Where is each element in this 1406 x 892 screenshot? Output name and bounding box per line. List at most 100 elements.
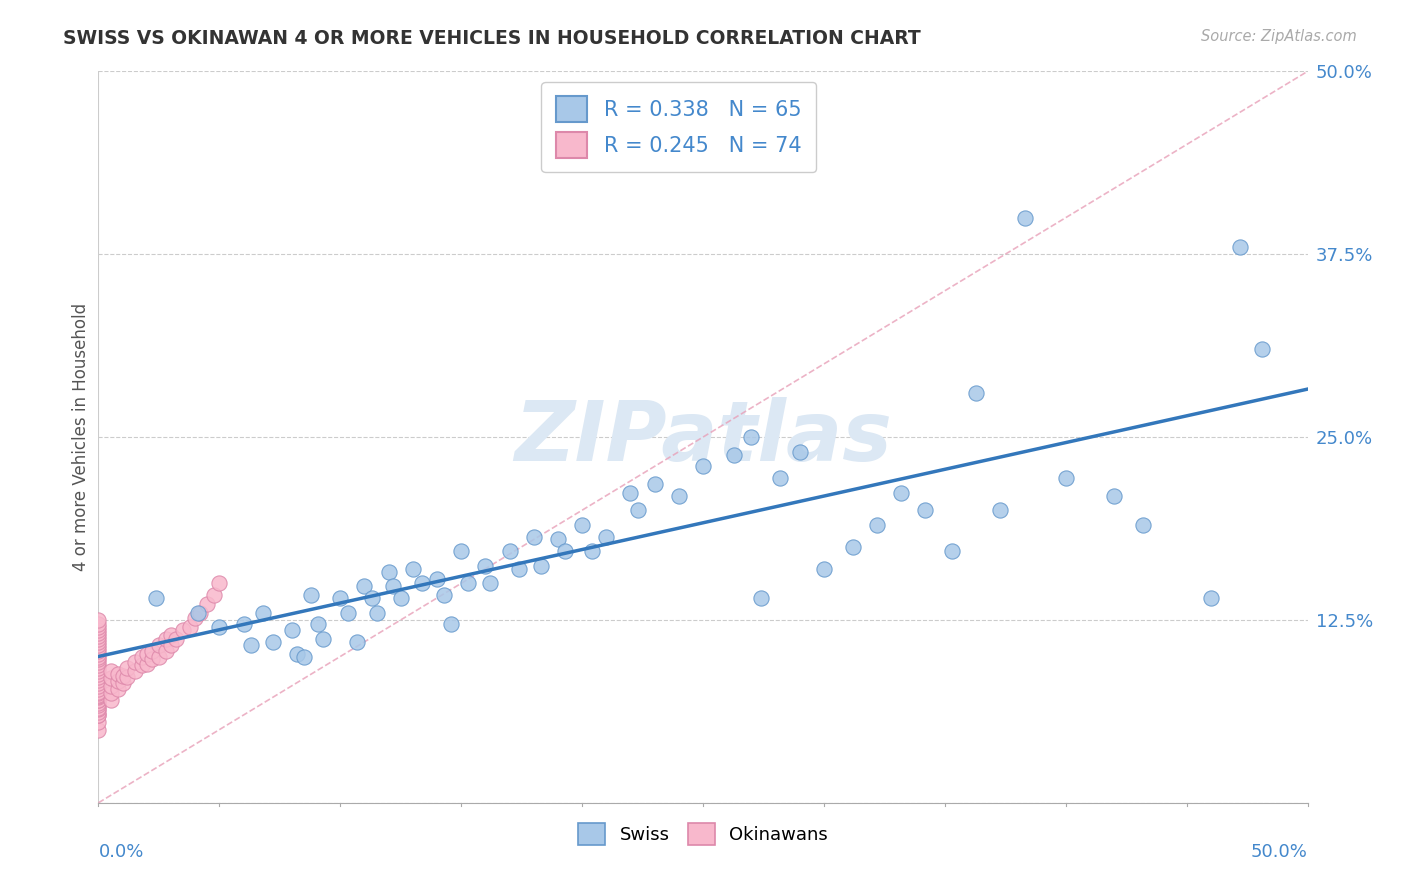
Point [87,643,110,657]
Point [299,588,322,602]
Point [87,708,110,723]
Point [165,632,187,646]
Point [723,448,745,462]
Point [87,638,110,652]
Point [87,640,110,655]
Point [668,489,690,503]
Point [1229,240,1251,254]
Point [107,674,129,689]
Point [179,620,201,634]
Point [208,620,231,634]
Point [187,606,209,620]
Point [87,702,110,716]
Point [644,476,666,491]
Point [262,635,284,649]
Point [1199,591,1222,605]
Point [336,606,359,620]
Point [87,629,110,643]
Point [627,503,650,517]
Point [111,668,134,682]
Point [769,471,792,485]
Point [135,657,157,671]
Point [789,444,811,458]
Text: Source: ZipAtlas.com: Source: ZipAtlas.com [1201,29,1357,44]
Point [87,693,110,707]
Point [329,591,352,605]
Text: 50.0%: 50.0% [1251,843,1308,861]
Point [87,715,110,730]
Point [87,684,110,698]
Point [172,623,194,637]
Point [292,649,315,664]
Point [87,613,110,627]
Point [87,658,110,673]
Point [184,611,207,625]
Point [389,591,412,605]
Point [87,647,110,661]
Point [1014,211,1036,225]
Point [141,643,163,657]
Point [1250,343,1272,357]
Point [160,638,183,652]
Point [117,670,139,684]
Point [87,632,110,646]
Point [87,676,110,690]
Point [508,562,530,576]
Point [232,617,254,632]
Point [148,649,170,664]
Point [87,617,110,632]
Point [581,544,603,558]
Point [87,664,110,678]
Text: SWISS VS OKINAWAN 4 OR MORE VEHICLES IN HOUSEHOLD CORRELATION CHART: SWISS VS OKINAWAN 4 OR MORE VEHICLES IN … [63,29,921,47]
Point [692,459,714,474]
Point [890,485,912,500]
Point [87,626,110,640]
Point [547,533,569,547]
Point [208,576,231,591]
Point [346,635,368,649]
Point [87,667,110,681]
Point [554,544,576,558]
Point [117,661,139,675]
Point [813,562,835,576]
Point [426,572,449,586]
Point [87,679,110,693]
Point [842,540,865,554]
Point [366,606,388,620]
Point [124,664,146,678]
Point [308,617,330,632]
Point [87,698,110,712]
Point [523,530,546,544]
Point [87,623,110,637]
Point [124,656,146,670]
Point [87,681,110,696]
Point [382,579,405,593]
Point [285,647,308,661]
Point [479,576,502,591]
Point [377,565,399,579]
Point [195,597,218,611]
Point [450,544,472,558]
Point [87,690,110,705]
Point [188,606,211,620]
Point [87,708,110,723]
Point [1054,471,1077,485]
Point [87,705,110,719]
Point [100,679,122,693]
Point [990,503,1012,517]
Point [1102,489,1125,503]
Point [100,686,122,700]
Point [87,723,110,737]
Point [87,635,110,649]
Point [474,558,496,573]
Point [87,652,110,666]
Point [87,670,110,684]
Point [87,696,110,710]
Point [131,658,153,673]
Point [87,700,110,714]
Point [411,576,433,591]
Point [148,638,170,652]
Point [155,643,177,657]
Point [87,688,110,702]
Point [160,627,183,641]
